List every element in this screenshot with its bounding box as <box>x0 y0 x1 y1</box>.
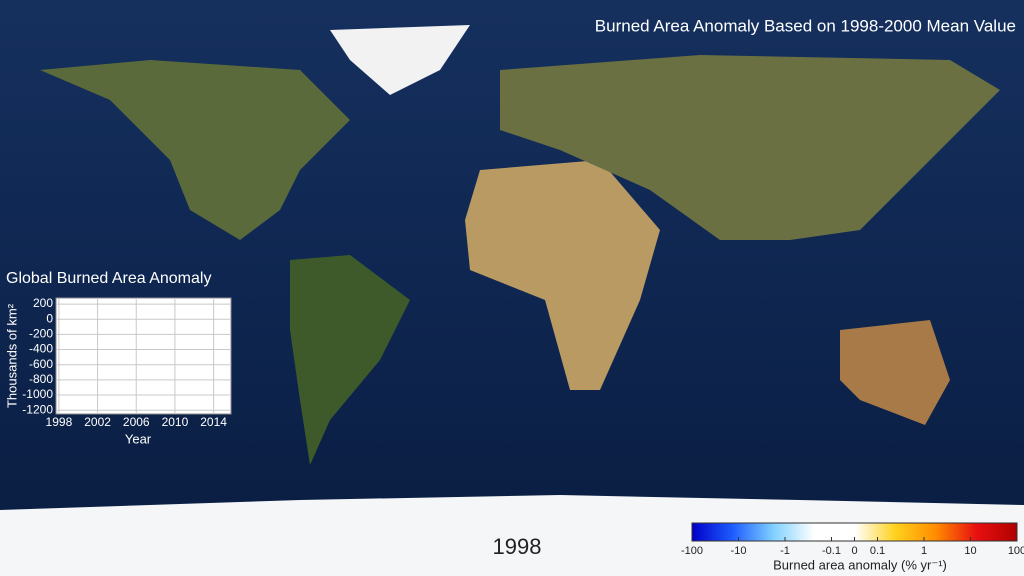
x-tick-label: 2006 <box>123 415 150 429</box>
colorbar-tick-label: -1 <box>780 545 790 557</box>
australia <box>840 320 950 425</box>
colorbar-tick-label: -100 <box>681 545 703 557</box>
x-tick-label: 1998 <box>46 415 73 429</box>
colorbar-tick-label: 0 <box>851 545 857 557</box>
inset-title: Global Burned Area Anomaly <box>6 270 211 287</box>
x-tick-label: 2014 <box>200 415 227 429</box>
colorbar-tick-label: 1 <box>921 545 927 557</box>
y-tick-label: -800 <box>29 372 53 386</box>
greenland <box>330 25 470 95</box>
y-tick-label: -1200 <box>22 402 53 416</box>
north-america <box>40 60 350 240</box>
colorbar-tick-label: 100 <box>1008 545 1024 557</box>
y-tick-label: 200 <box>33 296 53 310</box>
antarctica <box>0 495 1024 576</box>
colorbar-label: Burned area anomaly (% yr⁻¹) <box>773 557 947 572</box>
colorbar: Burned area anomaly (% yr⁻¹) -100 -10 -1 -0… <box>681 522 1024 572</box>
colorbar-tick-label: -10 <box>731 545 747 557</box>
eurasia <box>500 55 1000 240</box>
y-tick-label: 0 <box>46 311 53 325</box>
y-tick-label: -1000 <box>22 387 53 401</box>
year-label: 1998 <box>493 534 542 559</box>
x-tick-label: 2002 <box>84 415 111 429</box>
plot-area <box>55 297 232 415</box>
x-tick-label: 2010 <box>162 415 189 429</box>
y-tick-label: -400 <box>29 342 53 356</box>
y-tick-label: -200 <box>29 327 53 341</box>
south-america <box>290 255 410 465</box>
inset-chart: Global Burned Area Anomaly Thousands of … <box>4 270 232 446</box>
y-tick-label: -600 <box>29 357 53 371</box>
colorbar-tick-label: 10 <box>964 545 976 557</box>
map-title: Burned Area Anomaly Based on 1998-2000 M… <box>595 16 1016 35</box>
y-axis-label: Thousands of km² <box>4 303 19 408</box>
colorbar-tick-label: -0.1 <box>822 545 841 557</box>
x-axis-label: Year <box>125 431 152 446</box>
colorbar-tick-label: 0.1 <box>870 545 885 557</box>
continents <box>0 25 1024 576</box>
africa <box>465 160 660 390</box>
